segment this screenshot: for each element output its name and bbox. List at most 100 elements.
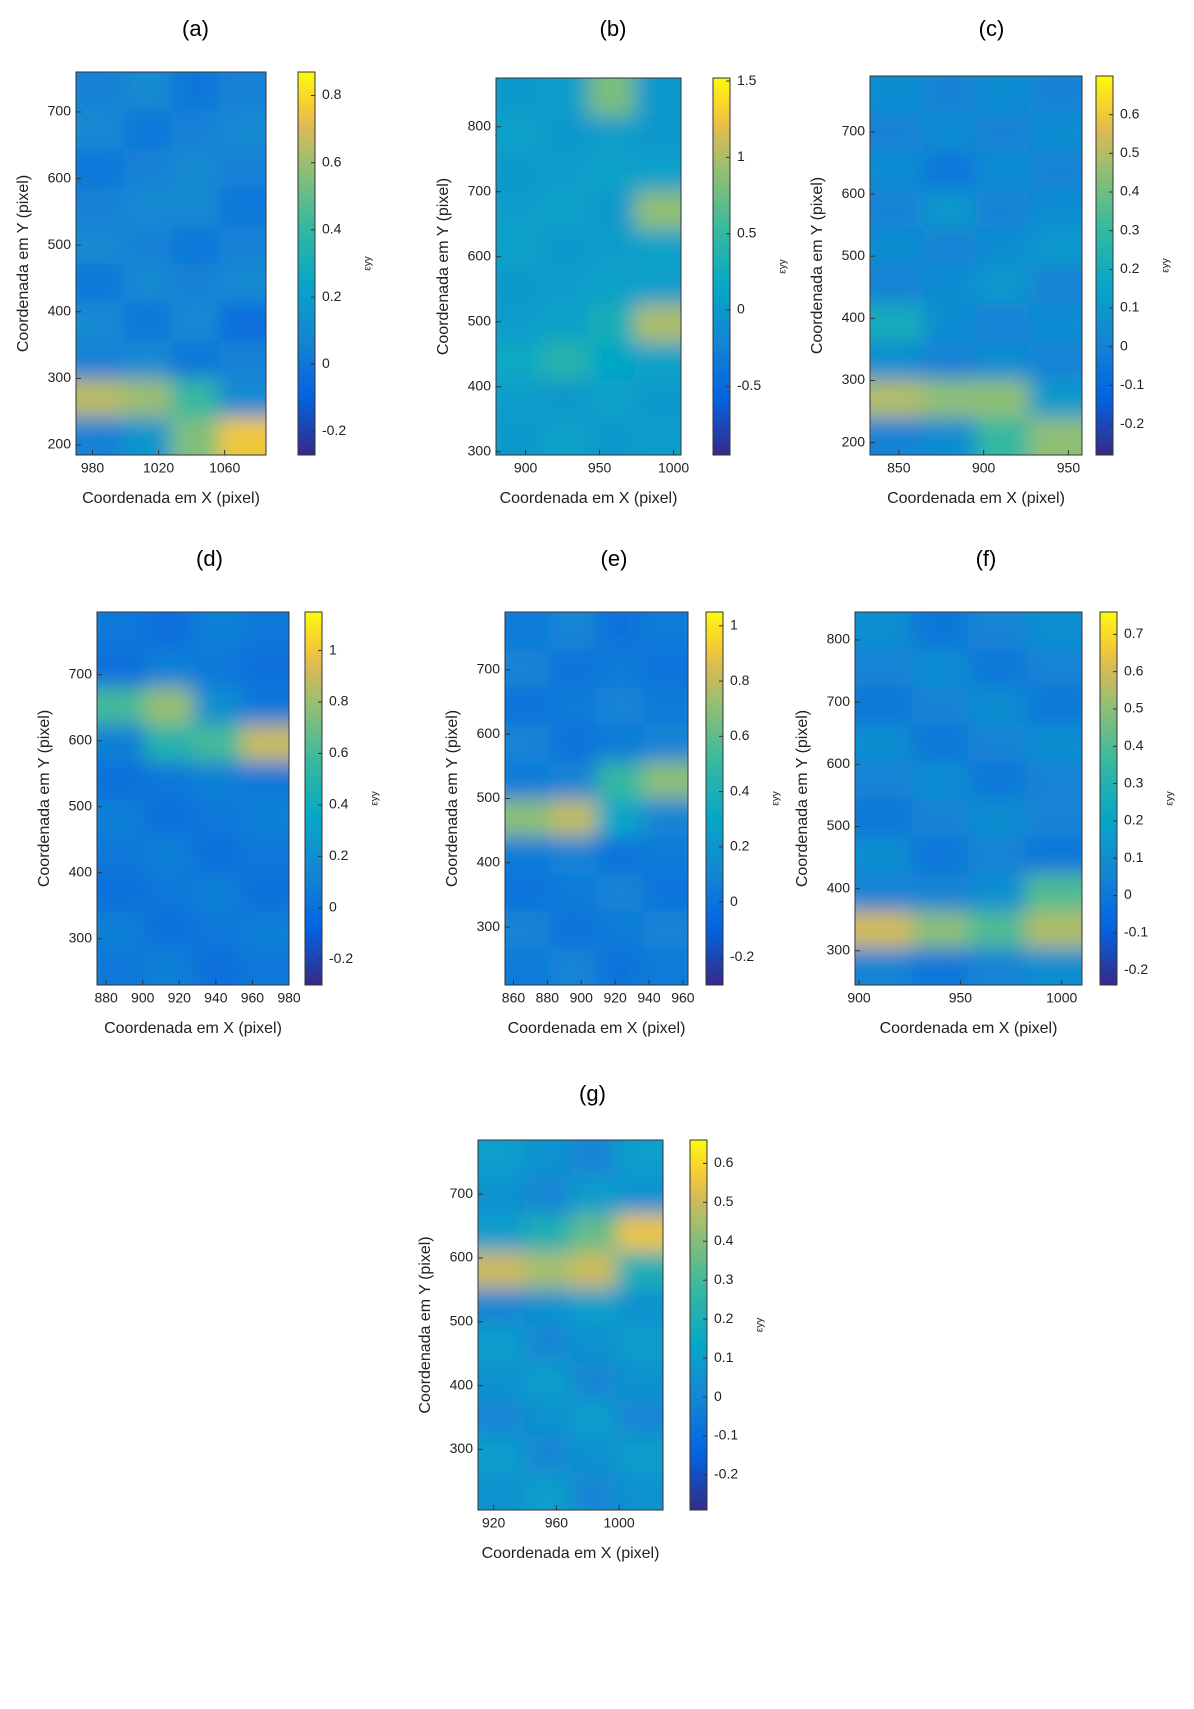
colorbar-tick-label: -0.2 bbox=[730, 948, 754, 964]
colorbar-tick-label: 0.1 bbox=[1124, 849, 1144, 865]
heatmap-cell bbox=[588, 341, 636, 381]
heatmap-cell bbox=[1025, 947, 1082, 985]
heatmap-cell bbox=[968, 649, 1026, 688]
colorbar-tick-label: 0 bbox=[1124, 886, 1132, 902]
panel: (d) 880 900 920 940 960 980 300 400 500 600 700 Coor… bbox=[36, 546, 380, 1037]
plot-frame bbox=[75, 71, 267, 456]
heatmap-cell bbox=[570, 1325, 618, 1363]
heatmap-cell bbox=[642, 612, 688, 650]
heatmap-cell bbox=[1025, 649, 1082, 688]
colorbar-tick-label: -0.1 bbox=[1120, 376, 1144, 392]
x-tick-label: 1000 bbox=[604, 1515, 635, 1531]
y-axis-label: Coordenada em Y (pixel) bbox=[809, 177, 826, 354]
heatmap-cell bbox=[976, 417, 1030, 455]
x-tick-label: 960 bbox=[241, 990, 265, 1006]
heatmap-cell bbox=[911, 873, 969, 911]
x-tick-label: 980 bbox=[277, 990, 301, 1006]
heatmap-cell bbox=[505, 612, 552, 650]
heatmap-cell bbox=[97, 761, 146, 799]
x-tick-label: 900 bbox=[972, 460, 996, 476]
heatmap-cell bbox=[524, 1140, 571, 1178]
heatmap-cell bbox=[855, 612, 913, 650]
heatmap-cell bbox=[616, 1436, 663, 1474]
heatmap-cell bbox=[911, 835, 969, 874]
heatmap-cell bbox=[550, 761, 597, 799]
heatmap-cell bbox=[123, 225, 172, 264]
heatmap-cell bbox=[968, 723, 1026, 762]
heatmap-cell bbox=[76, 263, 124, 303]
colorbar-tick-label: -0.1 bbox=[714, 1427, 738, 1443]
y-tick-label: 700 bbox=[468, 182, 492, 198]
heatmap-cell bbox=[123, 186, 172, 226]
colorbar-tick-label: -0.2 bbox=[329, 950, 353, 966]
heatmap-cell bbox=[923, 417, 977, 455]
heatmap bbox=[496, 78, 681, 455]
y-tick-label: 300 bbox=[477, 918, 501, 934]
heatmap-cell bbox=[542, 115, 589, 154]
y-tick-label: 400 bbox=[477, 854, 501, 870]
heatmap-cell bbox=[97, 686, 146, 725]
heatmap-cell bbox=[1029, 113, 1082, 153]
x-tick-label: 920 bbox=[603, 990, 627, 1006]
heatmap-cell bbox=[855, 649, 913, 688]
heatmap-cell bbox=[218, 378, 266, 418]
heatmap-cell bbox=[524, 1325, 571, 1363]
y-tick-label: 300 bbox=[842, 371, 866, 387]
heatmap-cell bbox=[97, 798, 146, 837]
x-tick-label: 900 bbox=[570, 990, 594, 1006]
x-axis-label: Coordenada em X (pixel) bbox=[508, 1020, 686, 1037]
colorbar-tick-label: -0.2 bbox=[1120, 415, 1144, 431]
panel: (a) 980 1020 1060 200 300 400 500 600 700 Coordena… bbox=[15, 16, 373, 507]
x-tick-label: 900 bbox=[847, 990, 871, 1006]
heatmap-cell bbox=[976, 76, 1030, 115]
heatmap-cell bbox=[193, 612, 242, 650]
colorbar-tick-label: -0.2 bbox=[322, 422, 346, 438]
heatmap bbox=[870, 76, 1082, 455]
colorbar-tick-label: -0.2 bbox=[714, 1466, 738, 1482]
colorbar bbox=[689, 1139, 708, 1511]
colorbar-tick-label: 0.6 bbox=[1124, 662, 1144, 678]
heatmap-cell bbox=[505, 873, 552, 911]
heatmap-cell bbox=[171, 378, 219, 418]
heatmap-cell bbox=[496, 153, 543, 192]
y-axis-label: Coordenada em Y (pixel) bbox=[794, 710, 811, 887]
heatmap bbox=[76, 72, 266, 455]
colorbar-tick-label: 0 bbox=[1120, 337, 1128, 353]
heatmap-cell bbox=[1025, 686, 1082, 725]
heatmap bbox=[478, 1140, 663, 1510]
colorbar-tick-label: 0.4 bbox=[730, 782, 750, 798]
panel-title: (c) bbox=[979, 16, 1005, 41]
heatmap-cell bbox=[570, 1251, 618, 1289]
heatmap-cell bbox=[870, 189, 924, 229]
heatmap-cell bbox=[542, 304, 589, 343]
heatmap-cell bbox=[542, 228, 589, 267]
heatmap-cell bbox=[76, 378, 124, 418]
heatmap-cell bbox=[505, 835, 552, 874]
heatmap-cell bbox=[171, 301, 219, 341]
heatmap-cell bbox=[241, 686, 289, 725]
x-axis-label: Coordenada em X (pixel) bbox=[104, 1020, 282, 1037]
heatmap-cell bbox=[968, 910, 1026, 949]
heatmap-cell bbox=[570, 1288, 618, 1326]
heatmap-cell bbox=[542, 78, 589, 117]
y-axis-label: Coordenada em Y (pixel) bbox=[444, 710, 461, 887]
heatmap-cell bbox=[1025, 761, 1082, 799]
x-tick-label: 920 bbox=[482, 1515, 506, 1531]
heatmap-cell bbox=[1029, 341, 1082, 380]
colorbar-tick-label: 0.7 bbox=[1124, 625, 1144, 641]
heatmap-cell bbox=[616, 1288, 663, 1326]
heatmap-cell bbox=[870, 303, 924, 342]
heatmap-cell bbox=[193, 873, 242, 911]
heatmap-cell bbox=[171, 340, 219, 379]
heatmap-cell bbox=[616, 1251, 663, 1289]
heatmap-cell bbox=[123, 301, 172, 341]
heatmap-cell bbox=[218, 301, 266, 341]
y-tick-label: 500 bbox=[842, 247, 866, 263]
heatmap-cell bbox=[642, 798, 688, 837]
y-tick-label: 700 bbox=[450, 1185, 474, 1201]
heatmap-cell bbox=[870, 265, 924, 304]
heatmap-cell bbox=[241, 835, 289, 874]
y-tick-label: 400 bbox=[69, 863, 93, 879]
heatmap-cell bbox=[968, 686, 1026, 725]
heatmap-cell bbox=[496, 266, 543, 305]
